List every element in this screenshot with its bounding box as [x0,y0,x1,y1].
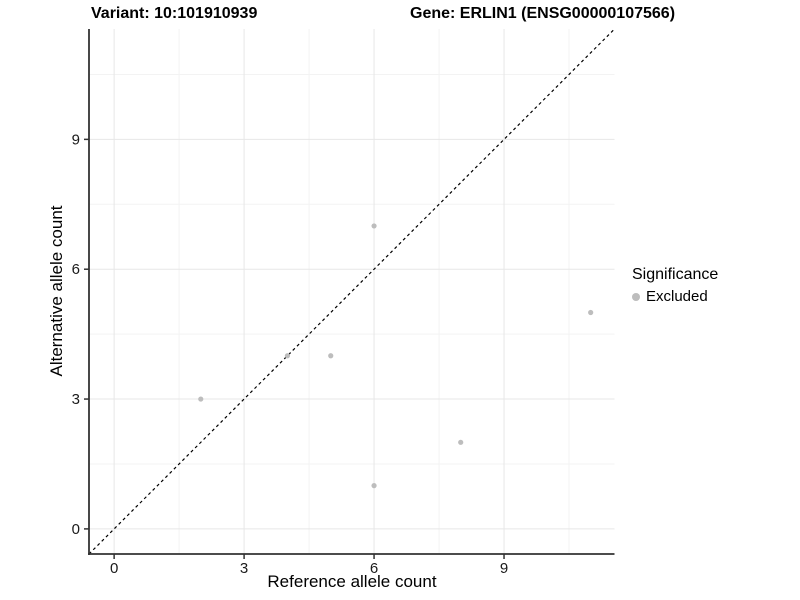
legend-title: Significance [632,266,719,283]
legend-point-icon [632,292,640,301]
legend: Significance Excluded [632,266,718,305]
y-tick-label: 3 [72,391,80,408]
x-tick-label: 9 [500,560,508,577]
x-tick-label: 3 [240,560,248,577]
x-tick-label: 0 [110,560,118,577]
data-point [371,483,377,489]
data-point [588,309,594,316]
data-point [371,223,377,229]
y-tick-label: 0 [72,521,80,538]
data-point [458,439,464,445]
legend-item-excluded: Excluded [632,288,718,305]
data-point [328,353,334,359]
legend-item-label: Excluded [646,288,708,305]
y-tick-label: 6 [72,261,80,278]
y-tick-label: 9 [72,131,80,148]
data-point [198,396,204,402]
x-tick-label: 6 [370,560,378,577]
plot-title-gene: Gene: ERLIN1 (ENSG00000107566) [410,5,676,22]
plot-title-variant: Variant: 10:101910939 [91,5,258,22]
y-axis-label: Alternative allele count [47,205,66,377]
x-axis-label: Reference allele count [267,572,437,591]
identity-line [88,28,615,555]
data-point [284,353,291,359]
